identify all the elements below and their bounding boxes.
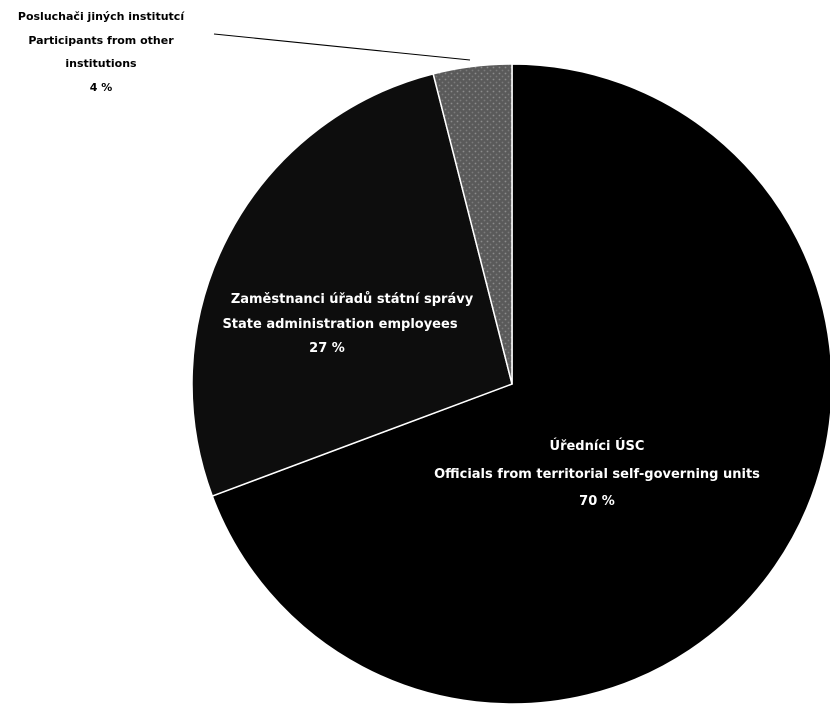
label-other-institutions-pct: 4 % xyxy=(90,81,113,94)
leader-line-other-institutions xyxy=(213,33,471,61)
label-state-administration-pct: 27 % xyxy=(309,341,345,356)
label-other-institutions-en-line1: Participants from other xyxy=(28,34,174,47)
label-officials: Úředníci ÚSC Officials from territorial … xyxy=(434,438,760,509)
pie-slices xyxy=(191,63,830,705)
label-other-institutions: Posluchači jiných institutcí Participant… xyxy=(18,10,185,94)
label-officials-en: Officials from territorial self-governin… xyxy=(434,467,760,482)
slice-state-administration xyxy=(191,72,513,498)
label-officials-pct: 70 % xyxy=(579,494,615,509)
label-state-administration-cz: Zaměstnanci úřadů státní správy xyxy=(231,292,474,307)
label-officials-cz: Úředníci ÚSC xyxy=(550,438,645,454)
label-state-administration-en: State administration employees xyxy=(222,317,457,332)
label-other-institutions-en-line2: institutions xyxy=(65,57,137,70)
label-state-administration: Zaměstnanci úřadů státní správy State ad… xyxy=(222,292,473,356)
slice-officials xyxy=(211,63,830,705)
label-other-institutions-cz: Posluchači jiných institutcí xyxy=(18,10,185,23)
slice-other-institutions xyxy=(432,63,513,385)
